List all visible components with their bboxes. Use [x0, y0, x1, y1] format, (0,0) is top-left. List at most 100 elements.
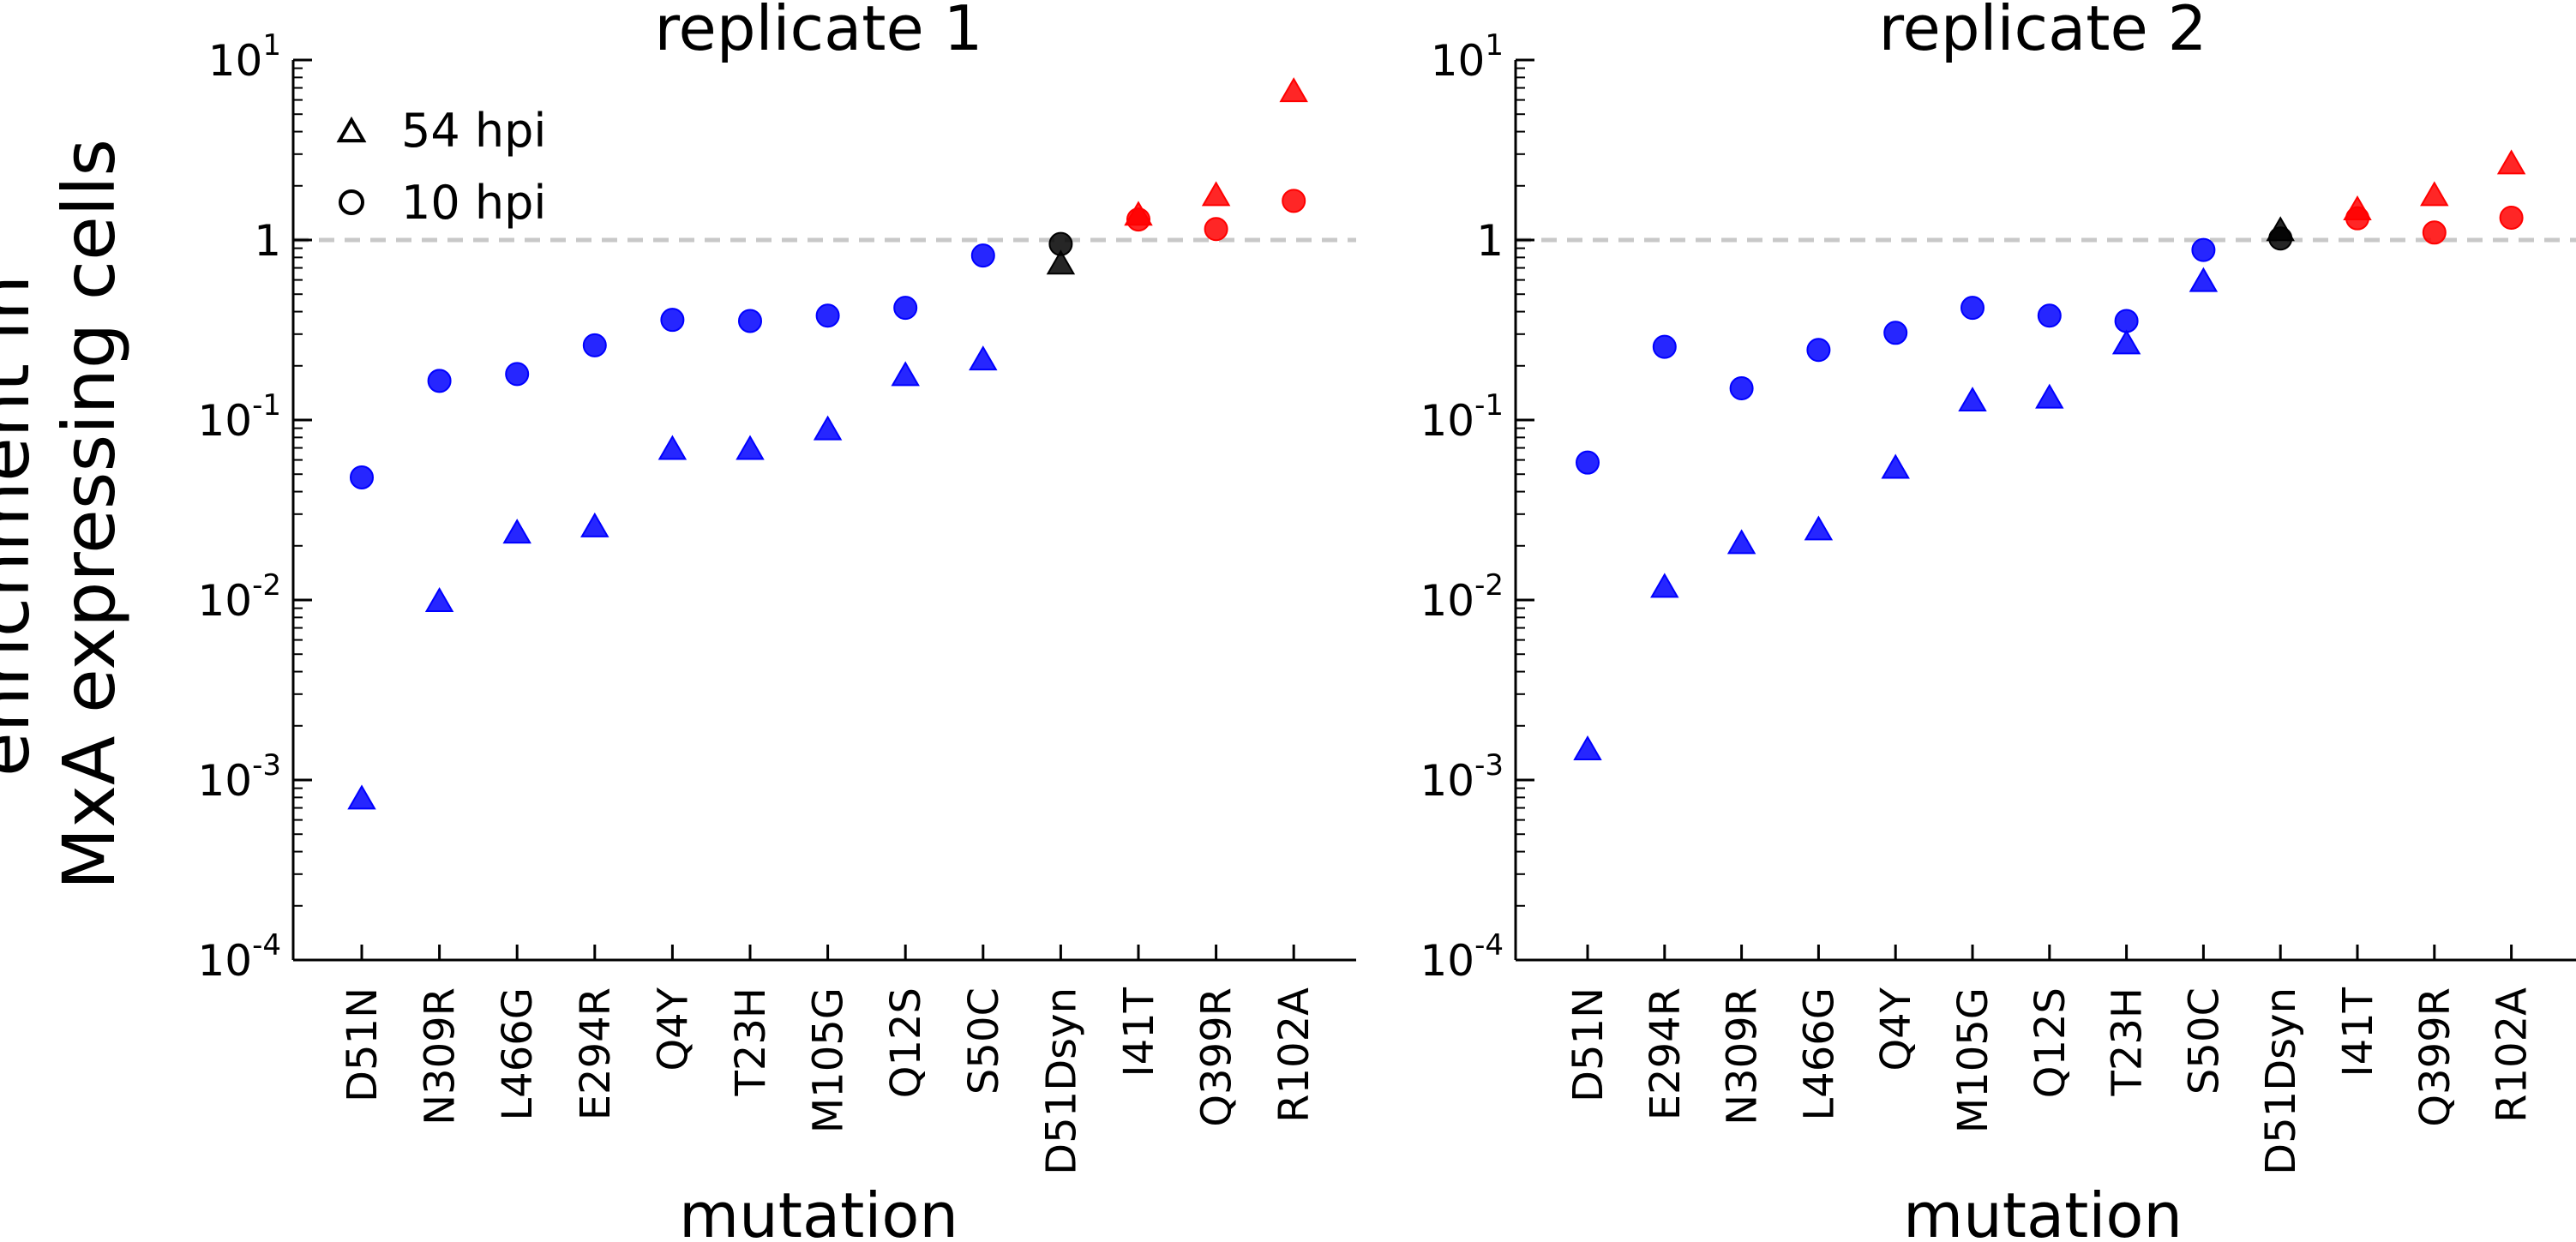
point-10hpi [2114, 309, 2139, 333]
point-54hpi [813, 415, 843, 441]
x-tick-label: I41T [2334, 987, 2382, 1077]
point-54hpi [891, 361, 920, 387]
x-tick-label: N309R [1719, 987, 1767, 1125]
point-54hpi [1650, 573, 1679, 598]
point-10hpi [1204, 217, 1228, 242]
x-tick-label: Q4Y [1872, 987, 1920, 1071]
y-tick-label: 10-4 [197, 928, 281, 986]
x-tick-label: L466G [494, 987, 542, 1121]
x-tick-label: Q399R [1193, 987, 1241, 1127]
y-tick-label: 10-2 [1420, 568, 1504, 626]
point-10hpi [738, 309, 762, 333]
point-10hpi [2037, 303, 2062, 328]
point-54hpi [1046, 249, 1076, 275]
y-tick-label: 10-3 [1420, 748, 1504, 806]
point-10hpi [427, 369, 452, 393]
point-10hpi [1282, 189, 1306, 213]
point-10hpi [1883, 321, 1908, 345]
x-axis-categories: D51N N309R L466G E294R Q4Y T23H M105G Q12S S50C D… [339, 945, 1318, 1175]
x-tick-label: T23H [2104, 987, 2152, 1097]
point-54hpi [1573, 735, 1602, 761]
point-54hpi [1279, 77, 1308, 103]
legend: 54 hpi 10 hpi [336, 104, 546, 230]
chart-title: replicate 1 [655, 0, 983, 64]
point-54hpi [2189, 267, 2219, 292]
point-10hpi [1576, 450, 1600, 475]
legend-circle-marker [339, 189, 364, 215]
chart-title: replicate 2 [1879, 0, 2207, 64]
y-tick-label: 10-1 [197, 388, 281, 446]
x-axis-label: mutation [679, 1179, 958, 1242]
y-tick-label: 10-1 [1420, 388, 1504, 446]
x-tick-label: Q4Y [649, 987, 697, 1071]
x-tick-label: E294R [572, 987, 620, 1120]
y-axis-ticks: 101 1 10-1 10-2 10-3 10-4 [1420, 28, 1534, 986]
x-tick-label: Q399R [2411, 987, 2459, 1127]
y-tick-label: 10-4 [1420, 928, 1504, 986]
point-10hpi [350, 465, 374, 489]
y-axis-label: enrichment in MxA expressing cells [0, 139, 131, 890]
point-54hpi [1804, 515, 1834, 541]
point-10hpi [1806, 338, 1831, 363]
y-tick-label: 101 [208, 28, 281, 86]
point-54hpi [2420, 181, 2449, 207]
point-54hpi [580, 512, 609, 537]
y-axis-label-line2: MxA expressing cells [47, 139, 131, 890]
point-54hpi [347, 784, 376, 810]
y-tick-label: 101 [1431, 28, 1504, 86]
point-54hpi [502, 519, 531, 544]
point-54hpi [1726, 529, 1756, 555]
point-10hpi [2191, 237, 2216, 262]
x-tick-label: T23H [727, 987, 775, 1097]
point-54hpi [1201, 181, 1231, 207]
x-tick-label: Q12S [882, 987, 930, 1098]
point-54hpi [736, 435, 765, 460]
point-54hpi [2496, 149, 2526, 175]
x-tick-label: R102A [2489, 987, 2537, 1123]
point-10hpi [893, 296, 918, 321]
point-10hpi [1126, 207, 1150, 232]
point-10hpi [815, 303, 840, 328]
y-axis-ticks: 101 1 10-1 10-2 10-3 10-4 [197, 28, 312, 986]
x-tick-label: I41T [1115, 987, 1163, 1077]
x-tick-label: L466G [1795, 987, 1843, 1121]
y-tick-label: 1 [1476, 216, 1504, 266]
y-tick-label: 1 [254, 216, 281, 266]
point-10hpi [1048, 231, 1073, 256]
x-tick-label: D51N [1564, 987, 1612, 1102]
x-tick-label: M105G [805, 987, 853, 1133]
point-10hpi [582, 333, 607, 357]
x-tick-label: N309R [417, 987, 465, 1125]
x-tick-label: M105G [1949, 987, 1997, 1133]
point-10hpi [1652, 334, 1677, 359]
panel-replicate-2: replicate 2 101 1 10-1 10-2 10-3 10-4 D51N E294R… [1420, 0, 2576, 1242]
point-10hpi [505, 362, 530, 387]
x-tick-label: D51N [339, 987, 387, 1102]
y-tick-label: 10-2 [197, 568, 281, 626]
x-tick-label: D51Dsyn [2257, 987, 2305, 1175]
point-10hpi [2345, 206, 2369, 231]
point-54hpi [2035, 383, 2064, 409]
point-54hpi [424, 587, 454, 612]
point-10hpi [2422, 220, 2447, 245]
panel-replicate-1: replicate 1 101 1 10-1 10-2 10-3 10-4 D51N N309R… [197, 0, 1356, 1242]
point-10hpi [1729, 376, 1754, 401]
point-10hpi [2499, 205, 2524, 230]
y-axis-label-line1: enrichment in [0, 275, 45, 777]
x-tick-label: E294R [1642, 987, 1690, 1120]
data-points [1573, 149, 2526, 761]
point-54hpi [1881, 453, 1910, 479]
legend-label: 10 hpi [401, 176, 546, 230]
x-axis-categories: D51N E294R N309R L466G Q4Y M105G Q12S T23H S50C D… [1564, 945, 2537, 1175]
x-tick-label: D51Dsyn [1037, 987, 1085, 1175]
x-tick-label: Q12S [2027, 987, 2075, 1098]
x-axis-label: mutation [1903, 1179, 2183, 1242]
point-10hpi [970, 243, 995, 268]
point-54hpi [969, 345, 998, 371]
point-54hpi [2111, 329, 2141, 355]
point-54hpi [658, 435, 688, 460]
point-10hpi [1961, 296, 1985, 321]
x-tick-label: S50C [2180, 987, 2228, 1095]
point-10hpi [660, 308, 685, 333]
